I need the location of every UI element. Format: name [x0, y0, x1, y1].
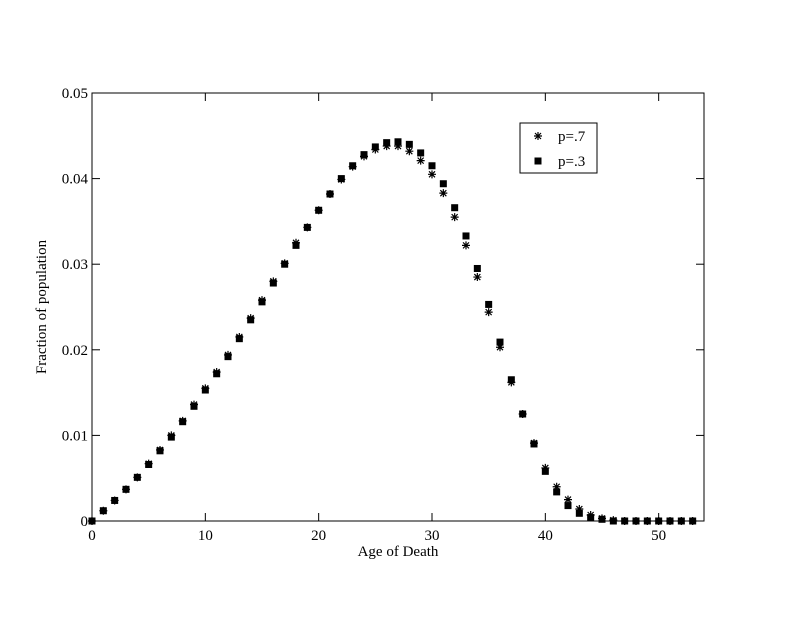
data-point	[416, 156, 425, 165]
data-point	[179, 418, 187, 426]
x-tick-label: 0	[88, 528, 96, 544]
data-point	[621, 517, 629, 525]
data-point	[405, 140, 413, 148]
x-tick-label: 50	[651, 528, 666, 544]
x-axis-title: Age of Death	[358, 544, 439, 560]
data-point	[632, 517, 640, 525]
data-point	[371, 143, 379, 151]
data-point	[428, 170, 436, 179]
data-point	[337, 175, 345, 183]
data-point	[519, 410, 527, 418]
y-tick-label: 0.05	[62, 86, 88, 102]
y-tick-label: 0.04	[62, 172, 89, 188]
data-point	[111, 496, 119, 504]
plot-frame	[91, 92, 705, 522]
data-point	[450, 213, 459, 222]
data-point	[405, 147, 414, 156]
data-point	[360, 151, 368, 159]
data-point	[564, 495, 572, 504]
data-point	[428, 162, 436, 170]
data-point	[439, 189, 448, 198]
y-tick-label: 0.02	[62, 343, 88, 359]
data-point	[462, 232, 470, 240]
data-point	[677, 517, 685, 525]
data-point	[235, 335, 243, 343]
data-point	[247, 316, 255, 324]
data-point	[213, 370, 221, 378]
data-point	[201, 386, 209, 394]
data-point	[394, 138, 402, 146]
data-point	[552, 482, 561, 491]
data-point	[439, 180, 447, 188]
data-point	[315, 206, 323, 214]
data-point	[655, 517, 663, 525]
data-point	[473, 273, 482, 282]
data-point	[530, 440, 538, 448]
data-point	[156, 447, 164, 455]
legend-label: p=.7	[558, 129, 586, 145]
y-tick-label: 0.03	[62, 257, 88, 273]
data-point	[167, 433, 175, 441]
data-point	[394, 142, 402, 151]
data-point	[485, 300, 493, 308]
data-point	[292, 241, 300, 249]
data-point	[269, 279, 277, 287]
legend-label: p=.3	[558, 154, 585, 170]
data-point	[643, 517, 651, 525]
data-point	[99, 507, 107, 515]
data-point	[575, 509, 583, 517]
y-tick-label: 0	[81, 514, 89, 530]
data-point	[496, 343, 504, 352]
data-point	[473, 264, 481, 272]
data-point	[326, 190, 334, 198]
data-point	[133, 473, 141, 481]
data-point	[383, 139, 391, 147]
data-point	[88, 517, 96, 525]
data-point	[587, 514, 595, 522]
data-point	[553, 488, 561, 496]
data-point	[575, 505, 584, 514]
data-point	[190, 402, 198, 410]
data-point	[451, 204, 459, 212]
y-tick-label: 0.01	[62, 428, 88, 444]
data-point	[303, 223, 311, 231]
data-point	[281, 260, 289, 268]
data-point	[507, 376, 515, 384]
x-tick-label: 10	[198, 528, 213, 544]
data-point	[417, 149, 425, 157]
x-tick-label: 40	[538, 528, 553, 544]
data-point	[122, 485, 130, 493]
x-tick-label: 20	[311, 528, 326, 544]
data-point	[609, 517, 617, 525]
y-axis-title: Fraction of population	[34, 239, 50, 374]
data-point	[496, 338, 504, 346]
data-point	[484, 308, 493, 317]
x-tick-label: 30	[425, 528, 440, 544]
data-point	[462, 241, 470, 250]
data-point	[598, 515, 606, 523]
legend-box	[519, 122, 598, 174]
data-point	[564, 502, 572, 510]
data-point	[258, 298, 266, 306]
data-point	[224, 353, 232, 361]
data-point	[541, 467, 549, 475]
data-point	[349, 162, 357, 170]
data-point	[145, 461, 153, 469]
legend-marker	[534, 157, 542, 165]
legend-marker	[534, 132, 542, 140]
data-point	[666, 517, 674, 525]
data-point	[689, 517, 697, 525]
